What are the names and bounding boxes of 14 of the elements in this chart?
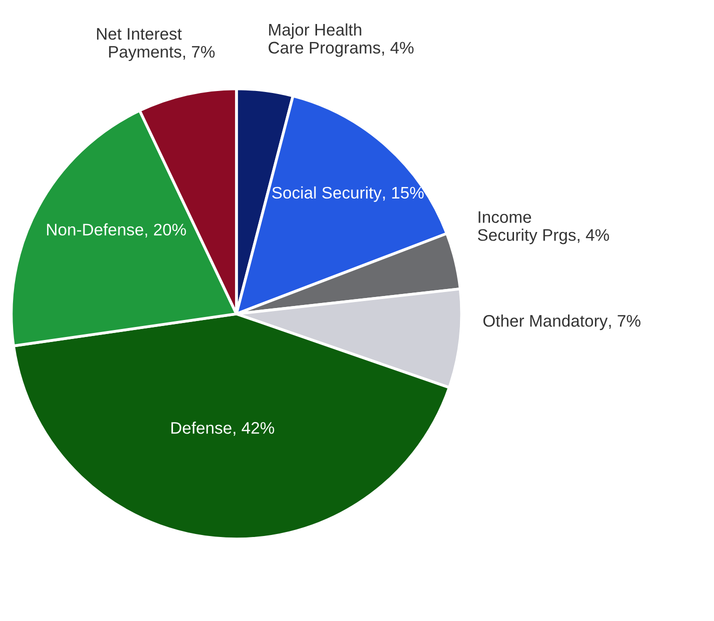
data-label: , 4%	[578, 229, 610, 243]
slice-label: Defense	[171, 422, 232, 434]
data-label: , 7%	[609, 315, 640, 329]
slice-label: Income Security Prgs	[478, 211, 576, 244]
slice-label: Net Interest Payments	[97, 28, 182, 61]
data-label: , 4%	[382, 42, 414, 56]
data-label: , 15%	[383, 186, 424, 201]
slice-label: Social Security	[272, 186, 382, 202]
slice-label: Non-Defense	[47, 223, 144, 236]
data-label: , 20%	[145, 224, 186, 238]
data-label: , 7%	[183, 46, 215, 60]
slice-label: Other Mandatory	[483, 314, 608, 330]
data-label: , 42%	[234, 422, 274, 436]
slice-label: Major Health Care Programs	[268, 23, 380, 57]
